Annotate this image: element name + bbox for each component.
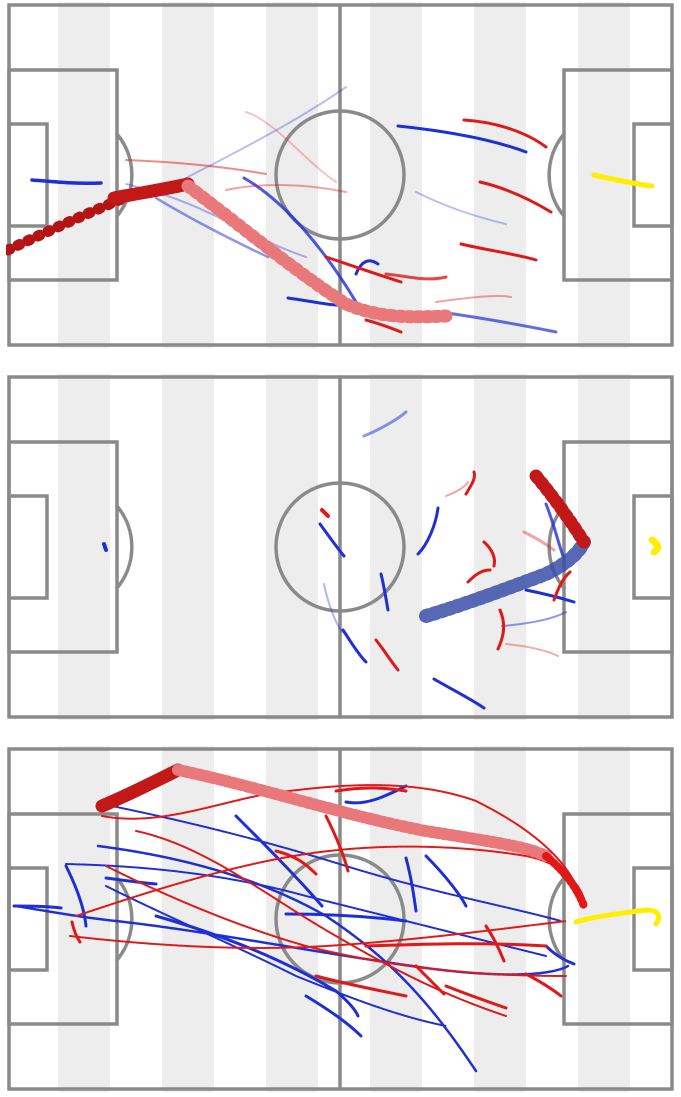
red-trail <box>524 972 563 998</box>
red-trail <box>274 849 318 876</box>
red-trail <box>101 784 582 897</box>
red-trail <box>245 111 337 183</box>
red-trail <box>505 643 559 657</box>
blue-trail <box>105 885 447 1027</box>
red-trail <box>324 255 403 284</box>
blue-trail <box>12 904 63 910</box>
ball-trail <box>95 763 588 910</box>
blue-trail <box>396 124 528 154</box>
red-trail <box>314 974 408 998</box>
red-trail <box>364 318 403 334</box>
red-trail <box>324 814 350 873</box>
blue-trail <box>318 522 346 558</box>
blue-trail <box>379 572 390 612</box>
red-trail <box>482 540 496 568</box>
yellow-trail <box>573 907 662 927</box>
blue-trail <box>432 677 486 710</box>
red-trail <box>364 942 548 948</box>
blue-trail <box>65 863 547 957</box>
blue-trail <box>404 856 418 913</box>
player-trails <box>12 784 662 1073</box>
red-trail <box>225 183 347 193</box>
red-trail <box>459 242 538 262</box>
red-trail <box>496 608 506 651</box>
pitch-svg-2 <box>6 374 675 720</box>
blue-trail <box>544 502 566 561</box>
red-trail <box>444 984 508 1010</box>
ball-trail <box>419 469 591 623</box>
red-trail <box>464 470 476 496</box>
pitch-panel-3 <box>6 746 675 1092</box>
blue-trail <box>544 944 576 966</box>
yellow-trail <box>648 536 662 556</box>
blue-trail <box>341 628 368 664</box>
red-trail <box>462 118 548 149</box>
blue-trail <box>415 191 507 225</box>
red-trail <box>445 481 469 497</box>
red-trail <box>125 159 267 175</box>
blue-trail <box>104 876 158 886</box>
pitch-panel-1 <box>6 2 675 348</box>
red-trail <box>135 830 507 1017</box>
blue-trail <box>416 506 440 556</box>
pitch-panel-2 <box>6 374 675 720</box>
red-trail <box>435 294 512 303</box>
blue-trail <box>501 611 567 627</box>
blue-trail <box>362 410 408 438</box>
red-trail <box>414 964 446 996</box>
red-trail <box>105 865 567 977</box>
red-trail <box>478 180 553 214</box>
blue-trail <box>102 542 108 552</box>
player-trails <box>102 410 662 710</box>
blue-trail <box>304 994 363 1038</box>
red-trail <box>320 508 330 518</box>
pitch-lines <box>7 3 674 347</box>
blue-trail <box>154 914 360 1018</box>
red-trail <box>374 638 400 672</box>
red-trail <box>552 570 572 602</box>
blue-trail <box>424 854 468 908</box>
blue-trail <box>185 86 347 179</box>
red-trail <box>484 924 506 963</box>
blue-trail <box>354 259 380 276</box>
red-trail <box>522 530 556 552</box>
pitch-svg-1 <box>6 2 675 348</box>
blue-trail <box>323 583 343 633</box>
ball-trail <box>6 177 453 324</box>
red-trail <box>70 920 82 944</box>
blue-trail <box>30 178 103 186</box>
red-trail <box>334 786 408 793</box>
red-trail <box>466 568 492 584</box>
blue-trail <box>234 814 324 908</box>
red-trail <box>384 272 448 281</box>
blue-trail <box>242 176 358 304</box>
pitch-lines <box>7 375 674 719</box>
blue-trail <box>154 196 270 259</box>
blue-trail <box>524 588 576 604</box>
pitch-svg-3 <box>6 746 675 1092</box>
yellow-trail <box>591 172 655 189</box>
blue-trail <box>64 864 88 928</box>
